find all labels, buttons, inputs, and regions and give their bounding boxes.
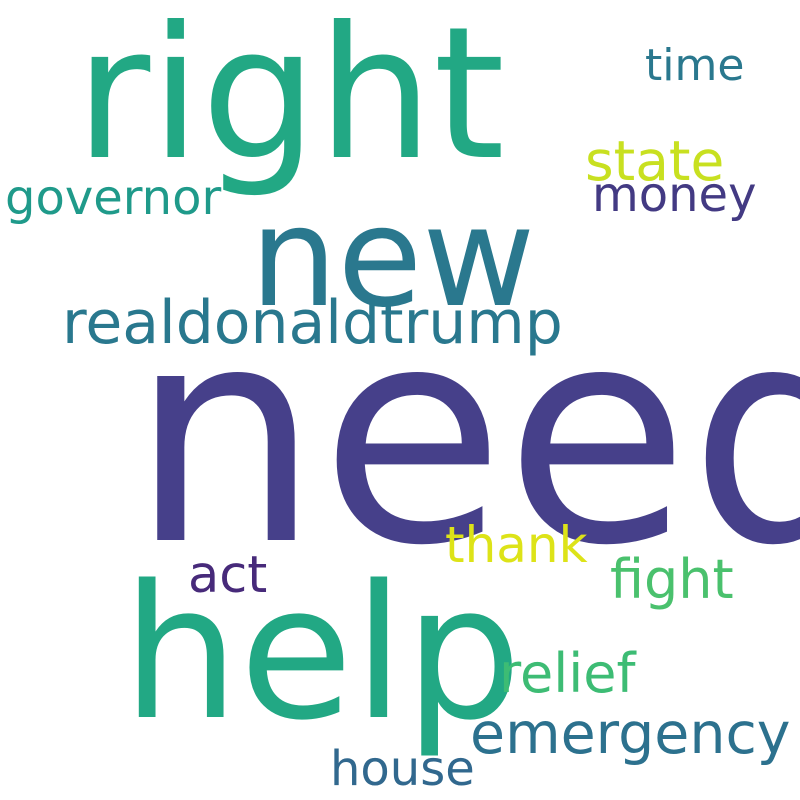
word-act: act	[188, 546, 268, 605]
word-realdonaldtrump: realdonaldtrump	[62, 288, 563, 358]
word-money: money	[592, 167, 757, 223]
word-emergency: emergency	[470, 701, 791, 767]
word-time: time	[645, 40, 745, 91]
word-right: right	[75, 0, 505, 201]
word-state: state	[585, 129, 725, 193]
word-need: need	[130, 262, 800, 611]
word-fight: fight	[610, 548, 734, 611]
word-thank: thank	[445, 516, 588, 574]
word-new: new	[250, 177, 536, 338]
word-relief: relief	[499, 642, 636, 705]
word-governor: governor	[5, 170, 222, 226]
word-help: help	[122, 545, 522, 761]
word-house: house	[330, 741, 475, 797]
